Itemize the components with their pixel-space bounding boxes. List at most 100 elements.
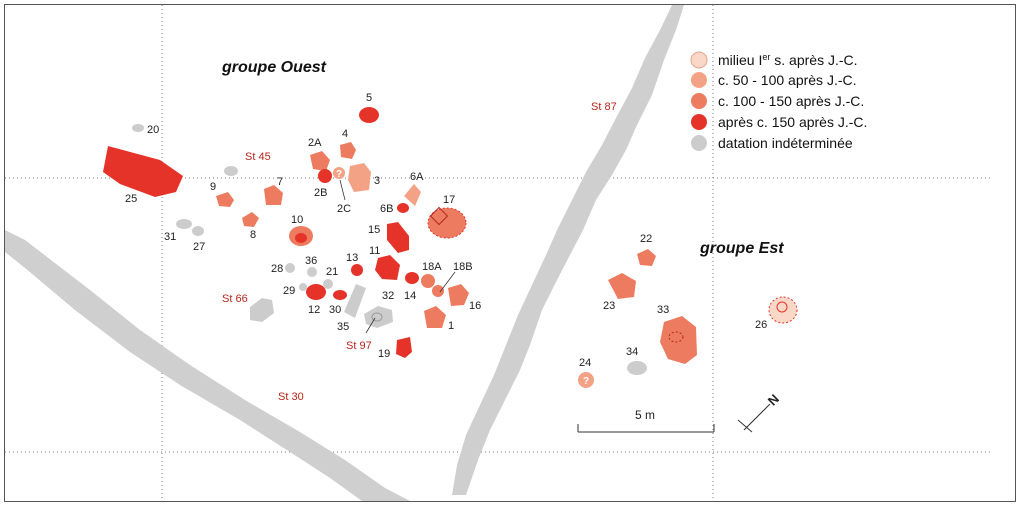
feature-34 — [627, 361, 647, 375]
scale-bar — [577, 424, 715, 433]
legend-label-100-150: c. 100 - 150 après J.-C. — [718, 93, 864, 109]
label-2B: 2B — [314, 187, 327, 199]
legend-swatch-indeterminee — [691, 135, 707, 151]
feature-2B — [318, 169, 332, 183]
legend-swatch-apres-150 — [691, 114, 707, 130]
north-arrow-icon — [737, 403, 771, 433]
legend-swatch-100-150 — [691, 93, 707, 109]
label-20: 20 — [147, 124, 159, 136]
feature-30 — [333, 290, 347, 300]
feature-18B — [432, 285, 444, 297]
label-33: 33 — [657, 304, 669, 316]
legend-swatch-50-100 — [691, 72, 707, 88]
group-west-title: groupe Ouest — [221, 59, 327, 76]
label-24: 24 — [579, 357, 591, 369]
st87-label: St 87 — [591, 101, 617, 113]
label-19: 19 — [378, 348, 390, 360]
feature-3 — [348, 163, 371, 192]
feature-18A — [421, 274, 435, 288]
feature-7 — [264, 185, 283, 205]
label-9: 9 — [210, 181, 216, 193]
label-35: 35 — [337, 321, 349, 333]
road-diagonal-west — [5, 230, 410, 501]
feature-8 — [242, 212, 259, 227]
feature-2A — [310, 151, 330, 171]
label-17: 17 — [443, 194, 455, 206]
feature-6A — [404, 184, 421, 206]
label-29: 29 — [283, 285, 295, 297]
label-15: 15 — [368, 224, 380, 236]
feature-20 — [132, 124, 144, 132]
feature-22 — [637, 249, 656, 266]
label-28: 28 — [271, 263, 283, 275]
label-14: 14 — [404, 290, 416, 302]
label-13: 13 — [346, 252, 358, 264]
legend-label-apres-150: après c. 150 après J.-C. — [718, 114, 867, 130]
feature-19 — [396, 337, 412, 358]
road-diagonal-st87 — [452, 5, 684, 495]
label-6A: 6A — [410, 171, 424, 183]
feature-17 — [427, 207, 467, 239]
feature-24 — [578, 372, 594, 388]
label-32: 32 — [382, 290, 394, 302]
feature-12 — [306, 284, 326, 300]
label-26: 26 — [755, 319, 767, 331]
feature-27 — [192, 226, 204, 236]
feature-st97-inner — [371, 312, 383, 322]
label-27: 27 — [193, 241, 205, 253]
feature-17-inner — [429, 206, 449, 226]
feature-33 — [660, 316, 697, 364]
label-23: 23 — [603, 300, 615, 312]
group-east-title: groupe Est — [699, 240, 784, 257]
label-1: 1 — [448, 320, 454, 332]
label-18A: 18A — [422, 261, 442, 273]
map-frame — [4, 4, 1016, 502]
feature-29 — [299, 283, 307, 291]
feature-4 — [340, 142, 356, 159]
st97-label: St 97 — [346, 340, 372, 352]
label-7: 7 — [277, 176, 283, 188]
feature-15 — [387, 222, 409, 253]
label-4: 4 — [342, 128, 348, 140]
label-25: 25 — [125, 193, 137, 205]
feature-28 — [285, 263, 295, 273]
feature-24-question: ? — [583, 376, 589, 387]
feature-21 — [323, 279, 333, 289]
label-5: 5 — [366, 92, 372, 104]
feature-11 — [375, 255, 400, 280]
leader-lines — [339, 179, 456, 334]
label-10: 10 — [291, 214, 303, 226]
feature-33-inner — [668, 331, 684, 343]
feature-5 — [359, 107, 379, 123]
legend-label-50-100: c. 50 - 100 après J.-C. — [718, 72, 857, 88]
feature-31 — [176, 219, 192, 229]
label-2A: 2A — [308, 137, 322, 149]
feature-2C — [333, 167, 345, 179]
feature-35 — [344, 284, 366, 318]
label-6B: 6B — [380, 203, 393, 215]
feature-25 — [103, 146, 183, 197]
legend-label-milieu: milieu Ier s. après J.-C. — [718, 52, 858, 68]
st30-label: St 30 — [278, 391, 304, 403]
feature-10-inner — [295, 233, 307, 243]
feature-st66 — [250, 298, 274, 322]
label-36: 36 — [305, 255, 317, 267]
label-12: 12 — [308, 304, 320, 316]
label-21: 21 — [326, 266, 338, 278]
label-31: 31 — [164, 231, 176, 243]
feature-23 — [608, 273, 636, 299]
feature-26-inner — [776, 301, 788, 313]
feature-9 — [216, 192, 234, 207]
scale-label: 5 m — [635, 408, 655, 422]
label-16: 16 — [469, 300, 481, 312]
label-34: 34 — [626, 346, 638, 358]
feature-26 — [768, 296, 798, 324]
feature-16 — [448, 284, 469, 306]
label-30: 30 — [329, 304, 341, 316]
feature-st45 — [224, 166, 238, 176]
feature-32 — [364, 306, 393, 328]
feature-14 — [405, 272, 419, 284]
label-8: 8 — [250, 229, 256, 241]
label-18B: 18B — [453, 261, 473, 273]
